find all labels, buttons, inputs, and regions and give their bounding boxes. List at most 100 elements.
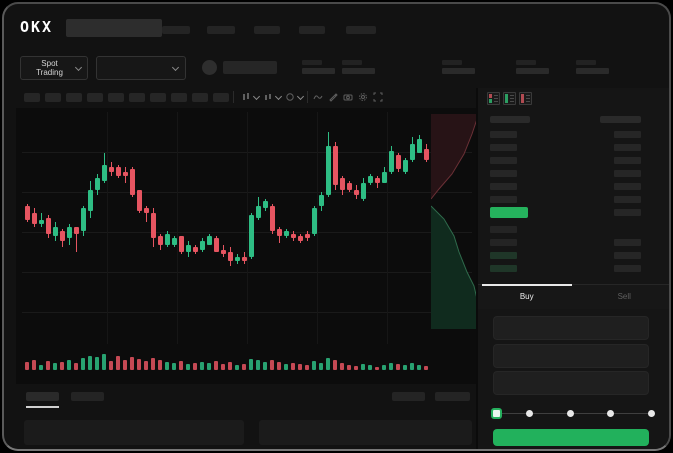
okx-logo[interactable]: OKX <box>20 18 54 36</box>
gridline <box>387 112 388 344</box>
bid-row-price-skeleton[interactable] <box>490 252 517 259</box>
volume-bar <box>179 361 183 370</box>
timeframe-button-skeleton[interactable] <box>129 93 145 102</box>
stat-label-skeleton <box>342 60 362 65</box>
indicators-icon[interactable] <box>285 92 295 102</box>
depth-bids-line <box>431 205 477 300</box>
bottom-tab[interactable] <box>71 392 104 401</box>
nav-item-skeleton[interactable] <box>207 26 235 34</box>
chevron-down-icon[interactable] <box>274 92 283 101</box>
bid-row-price-skeleton[interactable] <box>490 226 517 233</box>
book-lines <box>526 95 530 102</box>
ask-row-amount-skeleton <box>614 170 641 177</box>
candle-body <box>235 257 240 261</box>
candle-body <box>81 208 86 231</box>
candle-body <box>403 160 408 172</box>
asks-swatch <box>489 94 492 98</box>
last-price-amount-skeleton <box>614 209 641 216</box>
volume-bar <box>305 365 309 370</box>
candle-body <box>242 257 247 261</box>
tab-buy[interactable]: Buy <box>519 292 534 301</box>
candle-body <box>179 236 184 252</box>
bottom-tab-active[interactable] <box>26 392 59 401</box>
volume-bar <box>207 363 211 370</box>
slider-stop[interactable] <box>607 410 614 417</box>
timeframe-button-skeleton[interactable] <box>108 93 124 102</box>
buy-submit-button[interactable] <box>493 429 649 446</box>
camera-icon[interactable] <box>343 92 353 102</box>
order-input-skeleton[interactable] <box>493 371 649 395</box>
chart-style-icon[interactable] <box>263 92 273 102</box>
ask-row-price-skeleton[interactable] <box>490 183 517 190</box>
nav-item-skeleton[interactable] <box>346 26 376 34</box>
nav-item-skeleton[interactable] <box>299 26 325 34</box>
order-input-skeleton[interactable] <box>493 344 649 368</box>
volume-bar <box>137 359 141 370</box>
trade-tabs: Buy Sell <box>478 284 669 309</box>
ask-row-price-skeleton[interactable] <box>490 144 517 151</box>
ask-row-price-skeleton[interactable] <box>490 131 517 138</box>
candle-body <box>214 238 219 252</box>
ask-row-price-skeleton[interactable] <box>490 170 517 177</box>
settings-icon[interactable] <box>358 92 368 102</box>
bottom-action-skeleton[interactable] <box>392 392 425 401</box>
orderbook-asks-icon[interactable] <box>519 92 532 105</box>
nav-item-skeleton[interactable] <box>254 26 280 34</box>
ask-row-price-skeleton[interactable] <box>490 157 517 164</box>
nav-item-skeleton[interactable] <box>162 26 190 34</box>
timeframe-button-skeleton[interactable] <box>150 93 166 102</box>
ask-row-amount-skeleton <box>614 144 641 151</box>
slider-stop[interactable] <box>648 410 655 417</box>
candle-body <box>298 236 303 241</box>
pair-dropdown[interactable] <box>96 56 186 80</box>
slider-handle[interactable] <box>491 408 502 419</box>
candlestick-layer[interactable] <box>24 114 430 344</box>
search-input[interactable] <box>66 19 162 37</box>
volume-bar <box>424 366 428 370</box>
market-type-selector[interactable]: Spot Trading <box>20 56 88 80</box>
amount-slider[interactable] <box>478 406 669 422</box>
candle-body <box>53 227 58 236</box>
slider-stop[interactable] <box>526 410 533 417</box>
volume-bar <box>130 357 134 370</box>
active-tab-indicator <box>482 284 572 286</box>
candles-icon[interactable] <box>241 92 251 102</box>
timeframe-button-skeleton[interactable] <box>66 93 82 102</box>
timeframe-button-skeleton[interactable] <box>87 93 103 102</box>
last-price-highlight[interactable] <box>490 207 528 218</box>
timeframe-button-skeleton[interactable] <box>45 93 61 102</box>
volume-bar <box>151 358 155 370</box>
timeframe-button-skeleton[interactable] <box>213 93 229 102</box>
stat-label-skeleton <box>302 60 322 65</box>
volume-bar <box>172 363 176 370</box>
order-input-skeleton[interactable] <box>493 316 649 340</box>
orderbook-bids-icon[interactable] <box>503 92 516 105</box>
draw-icon[interactable] <box>328 92 338 102</box>
chart-toolbar <box>4 90 474 108</box>
book-lines <box>494 95 498 102</box>
timeframe-button-skeleton[interactable] <box>171 93 187 102</box>
volume-bar <box>389 363 393 370</box>
timeframe-button-skeleton[interactable] <box>192 93 208 102</box>
chevron-down-icon[interactable] <box>252 92 261 101</box>
trendline-icon[interactable] <box>313 92 323 102</box>
bid-row-price-skeleton[interactable] <box>490 265 517 272</box>
candle-wick <box>76 227 77 252</box>
chevron-down-icon[interactable] <box>296 92 305 101</box>
volume-bar <box>221 364 225 370</box>
candle-body <box>116 167 121 176</box>
candle-body <box>25 206 30 220</box>
bid-row-amount-skeleton <box>614 252 641 259</box>
tab-sell[interactable]: Sell <box>617 292 631 301</box>
bid-row-price-skeleton[interactable] <box>490 239 517 246</box>
bids-swatch <box>489 99 492 103</box>
timeframe-button-skeleton[interactable] <box>24 93 40 102</box>
ask-row-price-skeleton[interactable] <box>490 196 517 203</box>
candle-body <box>284 231 289 236</box>
pair-name-skeleton <box>223 61 277 74</box>
slider-stop[interactable] <box>567 410 574 417</box>
orderbook-split-icon[interactable] <box>487 92 500 105</box>
bottom-action-skeleton[interactable] <box>435 392 470 401</box>
fullscreen-icon[interactable] <box>373 92 383 102</box>
volume-bar <box>277 362 281 370</box>
